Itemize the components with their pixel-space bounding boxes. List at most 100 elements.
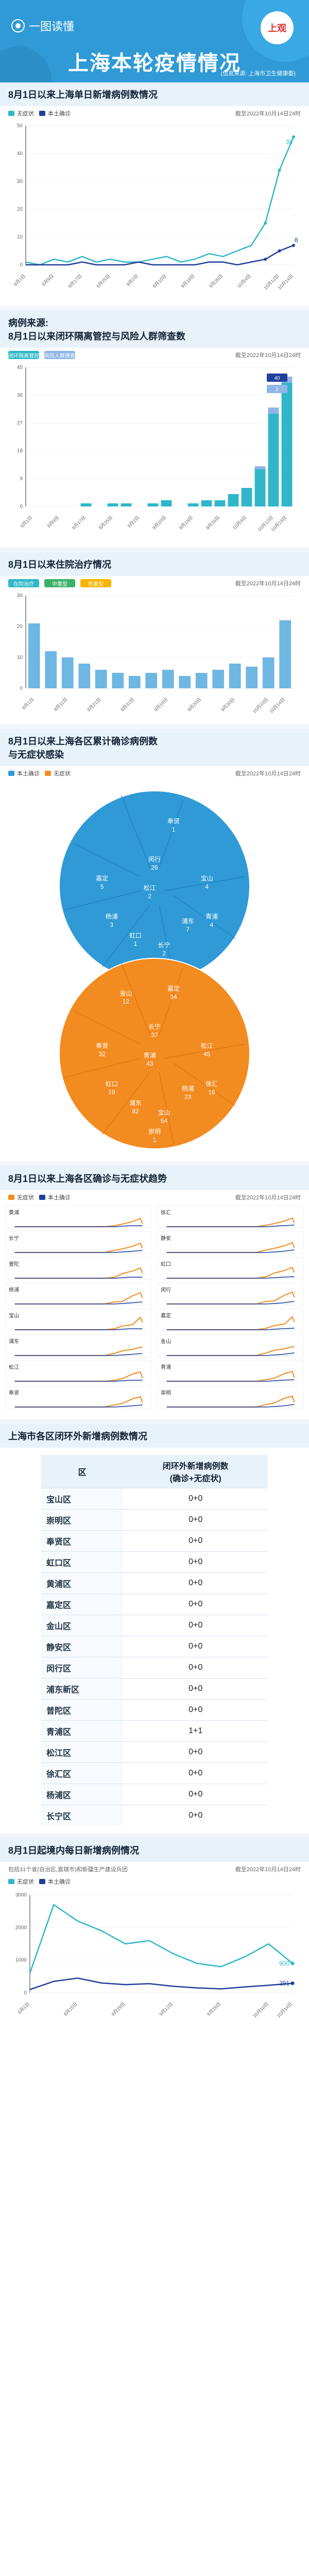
bar-9-0 <box>147 503 159 506</box>
asymptomatic-value: 43 <box>146 1060 153 1067</box>
confirmed-cell-line-3 <box>173 895 236 939</box>
asymptomatic-value: 45 <box>203 1050 211 1058</box>
x-tick-label: 9月30日 <box>220 697 235 712</box>
table-row: 闵行区 0+0 <box>41 1657 268 1679</box>
bar-16-0 <box>241 488 252 506</box>
mini-sparkline <box>14 1242 143 1253</box>
legend-label: 无症状 <box>54 771 71 777</box>
mini-chart-card: 松江 <box>5 1360 152 1383</box>
mini-chart-card: 奉贤 <box>5 1386 152 1409</box>
confirmed-label: 浦东 <box>182 918 194 925</box>
section-title: 8月1日以来上海单日新增病例数情况 <box>0 82 309 106</box>
mini-chart-label: 徐汇 <box>161 1210 171 1216</box>
section-table: 上海市各区闭环外新增病例数情况 区 闭环外新增病例数 (确诊+无症状) 宝山区 0… <box>0 1424 309 1838</box>
confirmed-value: 5 <box>100 883 104 890</box>
table-header-cell: 闭环外新增病例数 (确诊+无症状) <box>123 1455 268 1488</box>
legend-box: 危重型 <box>80 579 111 587</box>
series-end-point-1 <box>290 1981 295 1986</box>
x-tick-label: 8月9日 <box>46 515 60 529</box>
table-body: 宝山区 0+0 崇明区 0+0 奉贤区 0+0 虹口区 0+0 黄浦区 0+0 嘉定区 0+0 金山区 0… <box>41 1488 268 1826</box>
mini-confirmed-line <box>166 1249 295 1253</box>
section-new-cases: 8月1日以来上海单日新增病例数情况 无症状 本土确诊 截至2022年10月14日… <box>0 82 309 311</box>
mini-asym-line <box>14 1396 143 1408</box>
table-header-line-1: 闭环外新增病例数 <box>162 1462 229 1471</box>
mini-chart-card: 崇明 <box>157 1386 304 1409</box>
x-tick-label: 9月26日 <box>208 273 224 289</box>
mini-asym-line <box>166 1242 295 1253</box>
asymptomatic-value: 23 <box>184 1093 192 1100</box>
asymptomatic-cell-line-7 <box>73 1010 141 1045</box>
legend-label: 本土确诊 <box>48 111 71 117</box>
asymptomatic-value: 54 <box>161 1117 168 1124</box>
mini-chart-label: 崇明 <box>161 1391 171 1396</box>
value-cell: 0+0 <box>123 1678 268 1700</box>
x-tick-label: 10月10日 <box>252 697 269 714</box>
confirmed-label: 闵行 <box>148 855 161 863</box>
x-tick-label: 8月15日 <box>63 2001 78 2016</box>
legend-box: 在院治疗 <box>8 579 39 587</box>
mini-chart-label: 浦东 <box>9 1339 19 1345</box>
logo: 上观 <box>261 11 294 44</box>
series-point-1 <box>292 244 295 247</box>
legend: 无症状 本土确诊 <box>8 109 71 117</box>
legend-box: 闭环隔离管控 <box>8 351 39 359</box>
table-head: 区 闭环外新增病例数 (确诊+无症状) <box>41 1455 268 1488</box>
mini-confirmed-line <box>166 1352 295 1356</box>
legend-label: 无症状 <box>17 1195 34 1201</box>
hero-tag-text: 一图读懂 <box>29 20 75 33</box>
value-cell: 0+0 <box>123 1530 268 1552</box>
table-row: 松江区 0+0 <box>41 1741 268 1763</box>
mini-sparkline <box>166 1266 295 1279</box>
annotation-box <box>267 374 287 382</box>
section-case-source: 病例来源: 8月1日以来闭环隔离管控与风险人群筛查数 闭环隔离管控 风险人群筛查… <box>0 311 309 552</box>
x-tick-label: 9月10日 <box>151 515 167 530</box>
mini-confirmed-line <box>166 1379 295 1382</box>
y-tick-label: 0 <box>24 1990 27 1996</box>
value-cell: 0+0 <box>123 1657 268 1679</box>
chart-wrap: 闵行 26 宝山 4 嘉定 5 杨浦 3 浦东 7 长宁 2 松江 2 青浦 4 虹口 1 奉贤 1 长宁 37 松江 45 奉… <box>0 778 309 1154</box>
x-tick-label: 10月4日 <box>236 273 252 289</box>
annotation: 291 <box>279 1980 289 1987</box>
mini-confirmed-line <box>14 1301 143 1304</box>
section-title: 8月1日以来住院治疗情况 <box>0 552 309 576</box>
mini-chart-label: 普陀 <box>9 1262 19 1267</box>
mini-chart-label: 宝山 <box>9 1313 19 1319</box>
legend-item: 本土确诊 <box>39 109 71 117</box>
bar-13-0 <box>201 500 212 506</box>
legend: 在院治疗 中重型 危重型 <box>8 579 111 587</box>
confirmed-value: 26 <box>151 864 158 871</box>
legend: 本土确诊 无症状 <box>8 769 71 777</box>
district-cell: 普陀区 <box>41 1699 124 1721</box>
asymptomatic-value: 37 <box>151 1031 158 1039</box>
hosp-bar-7 <box>145 673 158 688</box>
table-row: 金山区 0+0 <box>41 1615 268 1636</box>
value-cell: 0+0 <box>123 1572 268 1594</box>
mini-asym-line <box>14 1242 143 1253</box>
mini-confirmed-line <box>14 1328 143 1330</box>
confirmed-cell-line-7 <box>73 843 141 877</box>
value-cell: 1+1 <box>123 1720 268 1742</box>
mini-chart-card: 杨浦 <box>5 1283 152 1306</box>
mini-sparkline <box>166 1242 295 1253</box>
section-meta: 闭环隔离管控 风险人群筛查 截至2022年10月14日24时 <box>0 348 309 360</box>
x-tick-label: 8月21日 <box>86 697 101 712</box>
mini-asym-line <box>166 1370 295 1382</box>
mini-sparkline <box>14 1316 143 1330</box>
bar-18-1 <box>268 408 279 414</box>
mini-asym-line <box>14 1217 143 1227</box>
section-note: 包括31个省(自治区,直辖市)和新疆生产建设兵团 <box>8 1867 128 1873</box>
mini-asym-line <box>166 1217 295 1227</box>
hosp-bar-13 <box>246 667 258 688</box>
bar-6-0 <box>107 503 118 506</box>
x-tick-label: 9月26日 <box>206 2001 221 2016</box>
mini-asym-line <box>166 1316 295 1330</box>
mini-chart-label: 闵行 <box>161 1287 171 1293</box>
section-hospital: 8月1日以来住院治疗情况 在院治疗 中重型 危重型 截至2022年10月14日2… <box>0 552 309 729</box>
mini-asym-line <box>14 1371 143 1382</box>
mini-confirmed-line <box>14 1277 143 1279</box>
section-meta: 包括31个省(自治区,直辖市)和新疆生产建设兵团 截至2022年10月14日24… <box>0 1862 309 1874</box>
confirmed-label: 长宁 <box>158 941 170 948</box>
hero: 一图读懂 上观 上海本轮疫情情况 (信息来源: 上海市卫生健康委) <box>0 0 309 82</box>
source-note: (信息来源: 上海市卫生健康委) <box>220 71 296 77</box>
legend-label: 本土确诊 <box>17 771 40 777</box>
